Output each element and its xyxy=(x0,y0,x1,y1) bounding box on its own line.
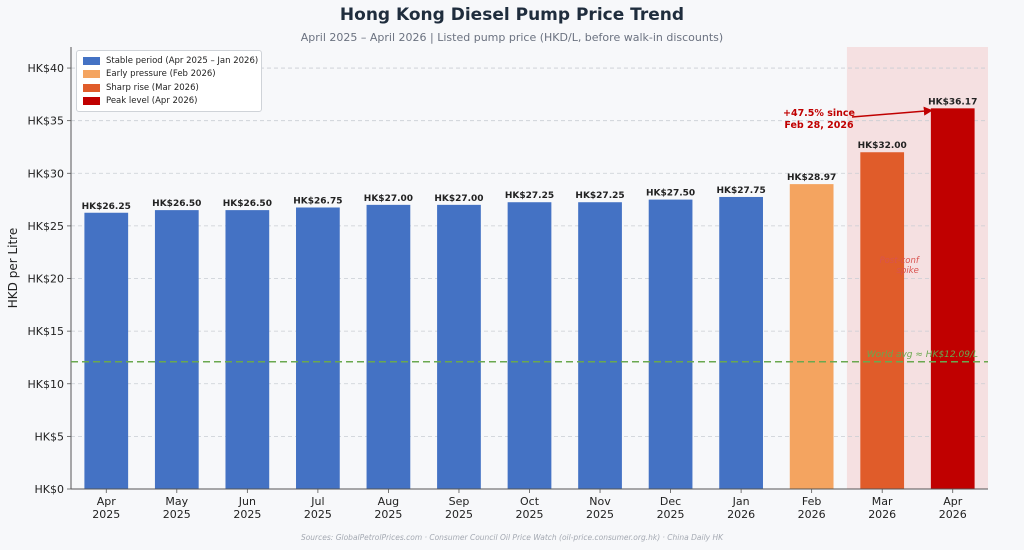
x-tick-label-year: 2025 xyxy=(445,508,473,521)
legend-item: Stable period (Apr 2025 – Jan 2026) xyxy=(83,54,259,68)
bar xyxy=(719,196,763,489)
highlight-band-label: Post-conf xyxy=(879,256,920,266)
x-tick-label-year: 2026 xyxy=(868,508,896,521)
y-tick-label: HK$10 xyxy=(28,378,64,391)
bar-value-label: HK$26.25 xyxy=(82,202,131,212)
x-tick-label-year: 2025 xyxy=(586,508,614,521)
annotation-text: +47.5% since xyxy=(783,108,855,119)
bar-value-label: HK$32.00 xyxy=(858,141,907,151)
x-tick-label: Nov xyxy=(589,495,611,508)
y-tick-label: HK$40 xyxy=(28,62,64,75)
bar xyxy=(84,212,129,489)
bar-value-label: HK$26.50 xyxy=(223,199,272,209)
chart-legend: Stable period (Apr 2025 – Jan 2026) Early… xyxy=(76,50,262,112)
bar-value-label: HK$27.75 xyxy=(716,186,765,196)
legend-item: Sharp rise (Mar 2026) xyxy=(83,81,255,95)
y-tick-label: HK$15 xyxy=(28,325,64,338)
x-tick-label-year: 2025 xyxy=(92,508,120,521)
x-tick-label: Jun xyxy=(238,495,256,508)
x-tick-label-year: 2025 xyxy=(163,508,191,521)
bar xyxy=(296,207,340,489)
chart-subtitle: April 2025 – April 2026 | Listed pump pr… xyxy=(300,31,724,44)
bar xyxy=(437,204,481,489)
y-tick-label: HK$0 xyxy=(35,483,64,496)
bar-value-label: HK$26.75 xyxy=(293,196,342,206)
x-tick-label: Apr xyxy=(943,495,963,508)
legend-swatch xyxy=(83,56,100,65)
bar xyxy=(225,210,270,489)
x-tick-label: Apr xyxy=(97,495,117,508)
legend-swatch xyxy=(83,70,100,79)
chart-title: Hong Kong Diesel Pump Price Trend xyxy=(339,5,685,25)
bar-value-label: HK$28.97 xyxy=(787,173,836,183)
bar xyxy=(930,108,975,489)
x-tick-label: Sep xyxy=(449,495,470,508)
legend-swatch xyxy=(83,83,100,92)
x-tick-label-year: 2026 xyxy=(939,508,967,521)
legend-label: Stable period (Apr 2025 – Jan 2026) xyxy=(106,55,259,66)
bar xyxy=(789,184,834,489)
x-tick-label-year: 2025 xyxy=(516,508,544,521)
x-tick-label: Feb xyxy=(802,495,821,508)
bar xyxy=(578,202,622,489)
x-tick-label: Jan xyxy=(732,495,750,508)
y-tick-label: HK$20 xyxy=(28,273,64,286)
annotation-text: Feb 28, 2026 xyxy=(784,120,854,131)
legend-item: Peak level (Apr 2026) xyxy=(83,95,255,109)
bar xyxy=(860,152,905,489)
annotation-arrow xyxy=(851,106,933,118)
legend-label: Sharp rise (Mar 2026) xyxy=(106,82,199,93)
bar-value-label: HK$27.25 xyxy=(575,191,624,201)
x-tick-label-year: 2025 xyxy=(304,508,332,521)
x-tick-label-year: 2025 xyxy=(374,508,402,521)
highlight-band-label: spike xyxy=(897,266,919,276)
bar xyxy=(507,202,552,489)
x-tick-label-year: 2026 xyxy=(727,508,755,521)
y-tick-label: HK$25 xyxy=(28,220,64,233)
legend-label: Early pressure (Feb 2026) xyxy=(106,69,216,80)
legend-item: Early pressure (Feb 2026) xyxy=(83,68,255,82)
bar-value-label: HK$27.50 xyxy=(646,189,695,199)
y-axis-label: HKD per Litre xyxy=(6,228,20,308)
y-tick-label: HK$35 xyxy=(28,115,64,128)
y-tick-label: HK$30 xyxy=(28,167,64,180)
x-tick-label: Dec xyxy=(660,495,681,508)
legend-label: Peak level (Apr 2026) xyxy=(106,96,198,107)
x-tick-label: Jul xyxy=(310,495,324,508)
x-tick-label: Oct xyxy=(520,495,540,508)
bar xyxy=(154,210,199,489)
x-tick-label-year: 2025 xyxy=(233,508,261,521)
bar xyxy=(366,204,411,489)
y-tick-label: HK$5 xyxy=(35,430,64,443)
source-note: Sources: GlobalPetrolPrices.com · Consum… xyxy=(300,533,724,542)
x-tick-label-year: 2026 xyxy=(798,508,826,521)
bar-value-label: HK$36.17 xyxy=(928,97,977,107)
bar-value-label: HK$26.50 xyxy=(152,199,201,209)
bar-value-label: HK$27.25 xyxy=(505,191,554,201)
x-tick-label-year: 2025 xyxy=(657,508,685,521)
x-tick-label: Aug xyxy=(378,495,399,508)
x-tick-label: May xyxy=(165,495,188,508)
x-tick-label: Mar xyxy=(872,495,893,508)
bar xyxy=(648,199,693,489)
bar-value-label: HK$27.00 xyxy=(434,194,483,204)
reference-line-label: World avg ≈ HK$12.09/L xyxy=(867,350,978,360)
bar-value-label: HK$27.00 xyxy=(364,194,413,204)
legend-swatch xyxy=(83,97,100,106)
